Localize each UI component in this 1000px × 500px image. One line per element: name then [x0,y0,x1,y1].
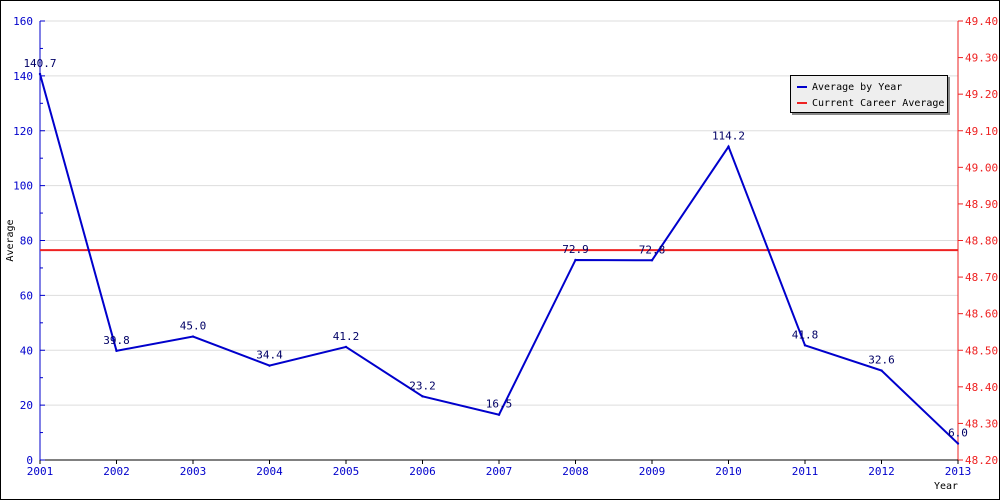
y-tick-label-left: 160 [13,15,33,28]
x-tick-label: 2003 [180,465,207,478]
data-label: 45.0 [180,320,207,333]
data-point [115,349,118,352]
legend-item-career-average: Current Career Average [797,95,947,111]
data-point [650,259,654,262]
y-tick-label-left: 120 [13,125,33,138]
y-tick-label-left: 80 [20,235,33,248]
data-label: 32.6 [868,354,895,367]
data-point [803,344,807,347]
y-tick-label-right: 48.70 [965,271,998,284]
data-label: 114.2 [712,130,745,143]
legend-item-average-by-year: Average by Year [797,79,947,95]
legend-swatch-red [797,102,807,104]
data-point [880,369,883,372]
y-tick-label-right: 49.00 [965,161,998,174]
series-line-average-by-year [39,73,959,445]
y-tick-label-right: 48.40 [965,381,998,394]
data-point [956,442,960,445]
chart-legend: Average by Year Current Career Average [790,75,948,113]
data-point [421,395,424,398]
y-tick-label-left: 140 [13,70,33,83]
legend-label: Average by Year [812,81,903,93]
data-point [344,345,348,349]
y-tick-label-left: 20 [20,399,33,412]
y-tick-label-right: 48.60 [965,308,998,321]
y-tick-label-left: 40 [20,344,33,357]
x-tick-label: 2007 [486,465,513,478]
y-tick-label-right: 48.30 [965,417,998,430]
data-label: 72.8 [639,243,666,256]
x-tick-label: 2002 [103,465,130,478]
y-tick-label-right: 49.30 [965,52,998,65]
data-point [191,335,195,338]
x-tick-label: 2010 [715,465,742,478]
y-axis-title: Average [5,219,16,261]
x-tick-label: 2012 [868,465,895,478]
data-label: 41.8 [792,328,819,341]
data-label: 39.8 [103,334,130,347]
y-tick-label-left: 60 [20,289,33,302]
data-point [727,145,730,148]
y-tick-label-right: 48.80 [965,235,998,248]
y-tick-label-left: 100 [13,180,33,193]
data-point [268,364,271,367]
data-label: 23.2 [409,379,436,392]
data-label: 6.0 [948,427,968,440]
y-tick-label-right: 48.20 [965,454,998,467]
y-tick-label-left: 0 [26,454,33,467]
y-tick-label-right: 49.10 [965,125,998,138]
data-point [38,72,42,76]
data-label: 34.4 [256,349,283,362]
data-label: 41.2 [333,330,360,343]
legend-label: Current Career Average [812,97,945,109]
data-point [574,258,577,262]
y-tick-label-right: 48.50 [965,344,998,357]
x-tick-label: 2011 [792,465,819,478]
x-tick-label: 2005 [333,465,360,478]
x-tick-label: 2008 [562,465,589,478]
data-label: 140.7 [23,57,56,70]
x-tick-label: 2001 [27,465,54,478]
y-tick-label-right: 48.90 [965,198,998,211]
data-point [497,413,501,416]
legend-swatch-blue [797,86,807,88]
data-label: 72.9 [562,243,589,256]
y-tick-label-right: 49.20 [965,88,998,101]
x-tick-label: 2004 [256,465,283,478]
x-axis-title: Year [934,481,958,492]
x-tick-label: 2013 [945,465,972,478]
data-label: 16.5 [486,398,513,411]
x-tick-label: 2006 [409,465,436,478]
x-tick-label: 2009 [639,465,666,478]
y-tick-label-right: 49.40 [965,15,998,28]
